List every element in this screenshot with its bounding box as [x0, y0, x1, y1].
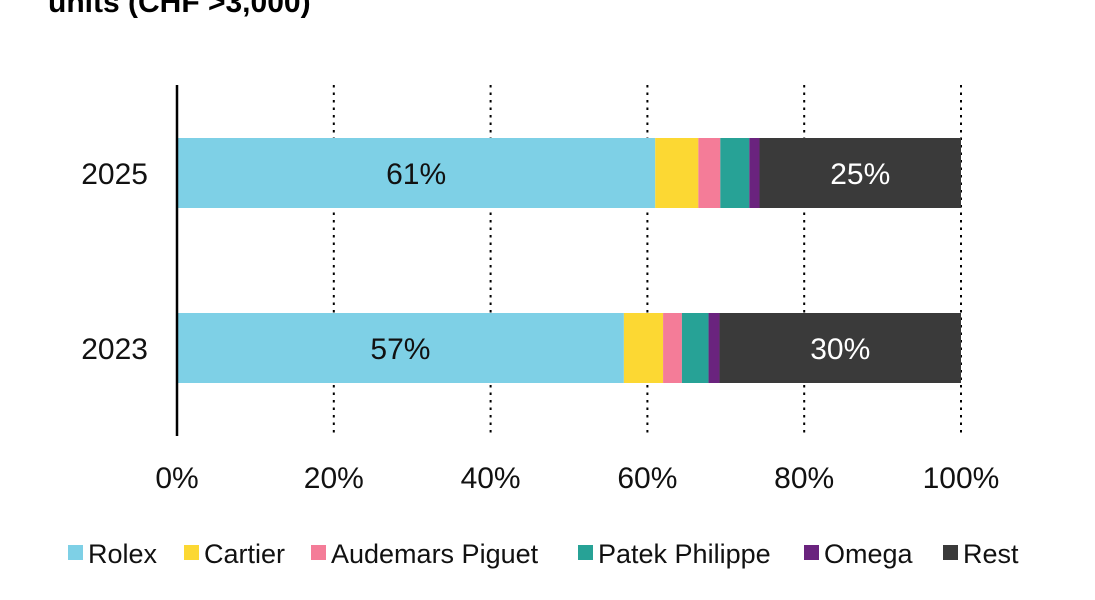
legend-label-patek-philippe: Patek Philippe: [598, 539, 771, 569]
bar-segment-rolex-2023: [177, 313, 624, 383]
legend-swatch-audemars-piguet: [311, 545, 326, 560]
bar-segment-audemars-piguet-2025: [698, 138, 721, 208]
legend-swatch-omega: [804, 545, 819, 560]
bar-segment-audemars-piguet-2023: [663, 313, 682, 383]
data-label-rest-2025: 25%: [830, 158, 890, 191]
bar-segment-omega-2025: [749, 138, 760, 208]
legend-label-rolex: Rolex: [88, 539, 158, 569]
bar-segment-patek-philippe-2025: [720, 138, 750, 208]
legend-label-omega: Omega: [824, 539, 914, 569]
data-label-rest-2023: 30%: [810, 333, 870, 366]
bar-segment-cartier-2025: [655, 138, 699, 208]
bar-segment-rolex-2025: [177, 138, 656, 208]
bar-segment-patek-philippe-2023: [681, 313, 709, 383]
x-tick-label: 100%: [923, 462, 1000, 495]
x-tick-label: 80%: [774, 462, 834, 495]
x-tick-label: 0%: [155, 462, 198, 495]
chart-title: units (CHF >3,000): [48, 0, 311, 19]
legend-swatch-patek-philippe: [578, 545, 593, 560]
bar-segment-cartier-2023: [623, 313, 664, 383]
category-labels: 2025 2023: [81, 158, 148, 366]
legend: Rolex Cartier Audemars Piguet Patek Philipp…: [68, 539, 1019, 569]
data-labels: 61% 25% 57% 30%: [370, 158, 890, 366]
data-label-rolex-2025: 61%: [386, 158, 446, 191]
bar-segment-rest-2023: [719, 313, 961, 383]
x-tick-label: 40%: [461, 462, 521, 495]
category-label-2023: 2023: [81, 333, 148, 366]
legend-swatch-cartier: [184, 545, 199, 560]
legend-swatch-rest: [943, 545, 958, 560]
legend-label-audemars-piguet: Audemars Piguet: [331, 539, 539, 569]
category-label-2025: 2025: [81, 158, 148, 191]
grid-lines: [332, 85, 962, 436]
x-tick-label: 20%: [304, 462, 364, 495]
legend-label-cartier: Cartier: [204, 539, 285, 569]
data-label-rolex-2023: 57%: [370, 333, 430, 366]
x-tick-label: 60%: [617, 462, 677, 495]
legend-swatch-rolex: [68, 545, 83, 560]
bar-segment-omega-2023: [708, 313, 720, 383]
bar-segment-rest-2025: [759, 138, 961, 208]
legend-label-rest: Rest: [963, 539, 1019, 569]
bars: [177, 138, 961, 383]
x-axis-ticks: 0% 20% 40% 60% 80% 100%: [155, 462, 999, 495]
